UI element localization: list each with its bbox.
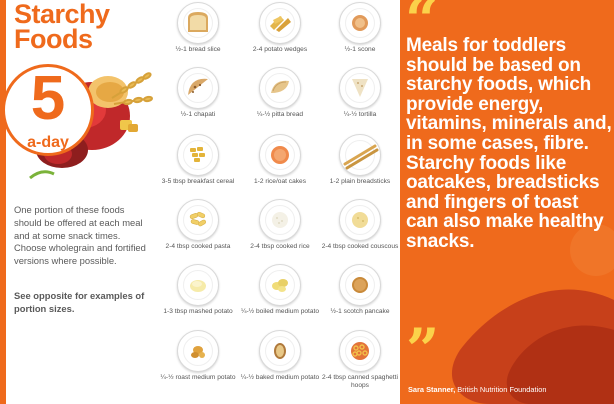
quote-text: Meals for toddlers should be based on st…: [406, 35, 612, 252]
quote-attribution: Sara Stanner, British Nutrition Foundati…: [408, 385, 546, 394]
food-item: ¼-½ roast medium potato: [152, 330, 244, 382]
food-caption: 1-3 tbsp mashed potato: [163, 308, 233, 315]
left-column: Starchy Foods: [0, 0, 153, 404]
plate: [177, 134, 219, 176]
plate: [177, 199, 219, 241]
title-line-1: Starchy: [14, 0, 110, 29]
food-item: ¼-½ baked medium potato: [234, 330, 326, 382]
page-title: Starchy Foods: [14, 0, 110, 54]
chapati-icon: [188, 78, 208, 95]
food-caption: 1-2 rice/oat cakes: [253, 178, 307, 185]
scone-icon: [352, 15, 368, 31]
bread-slice-icon: [188, 12, 208, 32]
food-caption: 3-5 tbsp breakfast cereal: [161, 178, 235, 185]
food-caption: 2-4 tbsp cooked rice: [250, 243, 310, 250]
food-item: ¼-½ boiled medium potato: [234, 264, 326, 316]
mashed-potato-icon: [190, 280, 206, 292]
plate: [259, 67, 301, 109]
food-item: ½-1 bread slice: [152, 2, 244, 54]
plate: [339, 330, 381, 372]
badge-number: 5: [30, 64, 66, 133]
food-caption: ¼-½ pitta bread: [256, 111, 304, 118]
attribution-org: British Nutrition Foundation: [457, 385, 547, 394]
plate: [339, 2, 381, 44]
food-caption: 2-4 potato wedges: [252, 46, 308, 53]
food-caption: ¼-½ tortilla: [343, 111, 377, 118]
food-item: ½-1 chapati: [152, 67, 244, 119]
plate: [177, 330, 219, 372]
plate: [177, 67, 219, 109]
badge-circle: [2, 64, 94, 156]
food-caption: ½-1 chapati: [180, 111, 216, 118]
food-caption: ¼-½ roast medium potato: [160, 374, 236, 381]
food-caption: ¼-½ baked medium potato: [240, 374, 320, 381]
food-item: ½-1 scone: [314, 2, 406, 54]
food-item: ¼-½ pitta bread: [234, 67, 326, 119]
pasta-icon: [189, 211, 207, 227]
potato-wedges-icon: [270, 16, 291, 32]
plate: [259, 264, 301, 306]
food-caption: ½-1 bread slice: [175, 46, 221, 53]
food-portion-grid: ½-1 bread slice 2-4 potato wedges ½-1 sc…: [160, 0, 400, 404]
plate: [259, 199, 301, 241]
food-caption: ½-1 scotch pancake: [330, 308, 390, 315]
plate: [339, 134, 381, 176]
plate: [259, 330, 301, 372]
couscous-icon: [352, 212, 368, 228]
food-item: 2-4 tbsp cooked couscous: [314, 199, 406, 251]
pancake-icon: [352, 277, 368, 293]
plate: [259, 2, 301, 44]
food-item: 2-4 potato wedges: [234, 2, 326, 54]
rice-icon: [272, 212, 288, 228]
plate: [177, 264, 219, 306]
food-item: 2-4 tbsp cooked rice: [234, 199, 326, 251]
food-caption: 1-2 plain breadsticks: [329, 178, 391, 185]
roast-potato-icon: [191, 346, 205, 358]
see-opposite-note: See opposite for examples of portion siz…: [14, 290, 145, 314]
food-item: 1-2 rice/oat cakes: [234, 134, 326, 186]
cereal-icon: [190, 147, 205, 162]
attribution-name: Sara Stanner,: [408, 385, 458, 394]
food-item: 2-4 tbsp cooked pasta: [152, 199, 244, 251]
food-caption: 2-4 tbsp cooked couscous: [321, 243, 399, 250]
plate: [339, 67, 381, 109]
food-item: 1-2 plain breadsticks: [314, 134, 406, 186]
plate: [339, 199, 381, 241]
plate: [177, 2, 219, 44]
food-caption: 2-4 tbsp canned spaghetti hoops: [322, 374, 398, 389]
breadsticks-icon: [343, 144, 379, 170]
quote-panel: “ Meals for toddlers should be based on …: [400, 0, 614, 404]
tortilla-icon: [352, 79, 368, 97]
rice-cake-icon: [271, 146, 289, 164]
plate: [259, 134, 301, 176]
baked-potato-icon: [274, 343, 286, 359]
food-caption: ¼-½ boiled medium potato: [240, 308, 320, 315]
spaghetti-hoops-icon: [351, 342, 369, 360]
open-quote-icon: “: [405, 0, 439, 54]
food-item: 1-3 tbsp mashed potato: [152, 264, 244, 316]
food-item: ¼-½ tortilla: [314, 67, 406, 119]
food-caption: 2-4 tbsp cooked pasta: [165, 243, 231, 250]
intro-text: One portion of these foods should be off…: [14, 204, 146, 267]
boiled-potato-icon: [272, 279, 288, 292]
plate: [339, 264, 381, 306]
decorative-swirl: [451, 224, 614, 404]
title-line-2: Foods: [14, 24, 93, 54]
close-quote-icon: ”: [406, 316, 440, 384]
food-item: ½-1 scotch pancake: [314, 264, 406, 316]
pitta-bread-icon: [271, 80, 289, 93]
five-a-day-badge: 5 a-day: [0, 58, 160, 198]
food-caption: ½-1 scone: [344, 46, 376, 53]
food-item: 2-4 tbsp canned spaghetti hoops: [314, 330, 406, 390]
food-item: 3-5 tbsp breakfast cereal: [152, 134, 244, 186]
badge-subtitle: a-day: [27, 134, 69, 151]
left-orange-bar: [0, 0, 6, 404]
